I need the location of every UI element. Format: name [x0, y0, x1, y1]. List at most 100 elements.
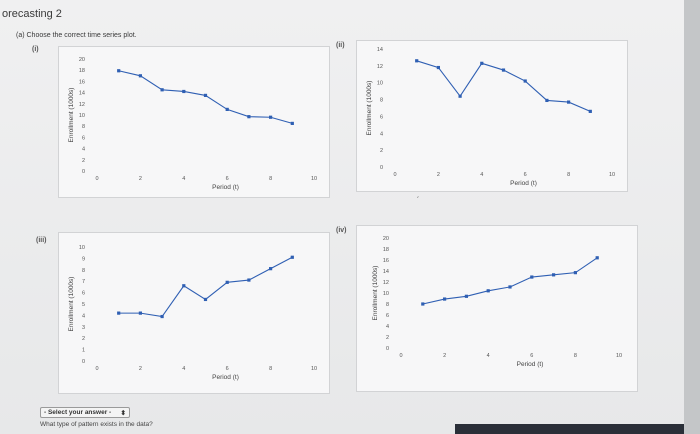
- y-tick-label: 2: [386, 335, 389, 341]
- data-point: [595, 256, 599, 260]
- x-tick-label: 2: [139, 176, 142, 182]
- x-axis-label: Period (t): [517, 361, 544, 368]
- x-tick-label: 6: [226, 176, 229, 182]
- y-tick-label: 10: [377, 81, 383, 87]
- x-tick-label: 0: [95, 176, 98, 182]
- data-point: [203, 93, 208, 97]
- data-point: [138, 311, 142, 315]
- cursor-mark: ˏ: [416, 188, 420, 199]
- data-point: [269, 267, 273, 271]
- y-tick-label: 8: [386, 302, 389, 308]
- data-point: [117, 69, 121, 73]
- data-point: [182, 284, 186, 288]
- option-label-iv: (iv): [336, 227, 347, 234]
- pattern-question: What type of pattern exists in the data?: [40, 421, 153, 428]
- x-tick-label: 8: [269, 366, 272, 372]
- x-tick-label: 10: [609, 172, 615, 178]
- option-label-i: (i): [32, 46, 39, 53]
- chart-ii: 0 2 4 6 8 10 12 14 0 2 4 6 8 10 Period (t) Enrollment (…: [366, 47, 615, 187]
- x-tick-label: 4: [480, 172, 483, 178]
- y-tick-label: 12: [377, 64, 383, 70]
- y-tick-label: 4: [380, 131, 383, 137]
- data-point: [160, 314, 164, 319]
- x-tick-label: 10: [616, 353, 622, 359]
- chart-iii: 0 1 2 3 4 5 6 7 8 9 10 0 2 4 6 8 10 Period (t) Enrollment …: [68, 245, 317, 381]
- y-tick-label: 8: [82, 124, 85, 130]
- x-tick-label: 2: [443, 353, 446, 359]
- y-tick-label: 5: [82, 302, 85, 308]
- data-point: [436, 65, 440, 70]
- y-tick-label: 14: [79, 91, 85, 97]
- y-tick-label: 12: [79, 102, 85, 108]
- y-tick-label: 3: [82, 325, 85, 331]
- series-line: [118, 256, 293, 318]
- y-tick-label: 16: [383, 258, 389, 264]
- data-point: [421, 302, 425, 306]
- data-point: [182, 89, 186, 94]
- y-tick-label: 10: [79, 113, 85, 119]
- x-tick-label: 6: [530, 353, 533, 359]
- y-axis-label: Enrollment (1000s): [68, 277, 75, 332]
- option-panel-ii[interactable]: 0 2 4 6 8 10 12 14 0 2 4 6 8 10 Period (t) Enrollment (…: [356, 40, 628, 192]
- y-tick-label: 14: [377, 47, 383, 53]
- data-point: [225, 280, 229, 284]
- data-point: [415, 59, 419, 63]
- data-point: [501, 68, 506, 72]
- y-axis-label: Enrollment (1000s): [372, 266, 379, 321]
- data-point: [530, 275, 534, 279]
- x-tick-label: 6: [226, 366, 229, 372]
- data-point: [573, 271, 577, 275]
- data-point: [247, 115, 251, 119]
- y-tick-label: 0: [82, 359, 85, 365]
- y-tick-label: 10: [383, 291, 389, 297]
- y-tick-label: 0: [386, 346, 389, 352]
- y-tick-label: 0: [380, 165, 383, 171]
- data-point: [443, 297, 447, 301]
- x-tick-label: 4: [182, 176, 185, 182]
- y-tick-label: 9: [82, 256, 85, 262]
- y-tick-label: 7: [82, 279, 85, 285]
- answer-select[interactable]: - Select your answer - ⬍: [40, 407, 130, 418]
- y-axis-label: Enrollment (1000s): [366, 81, 373, 136]
- scrollbar[interactable]: [684, 0, 700, 434]
- y-tick-label: 20: [79, 57, 85, 63]
- y-axis-label: Enrollment (1000s): [68, 88, 75, 143]
- x-tick-label: 4: [487, 353, 490, 359]
- x-axis-label: Period (t): [212, 374, 239, 381]
- y-tick-label: 10: [79, 245, 85, 251]
- x-tick-label: 2: [139, 366, 142, 372]
- y-tick-label: 2: [380, 148, 383, 154]
- y-tick-label: 8: [380, 98, 383, 104]
- data-point: [160, 88, 164, 92]
- y-tick-label: 14: [383, 269, 389, 275]
- y-tick-label: 6: [386, 313, 389, 319]
- y-tick-label: 6: [380, 114, 383, 120]
- y-tick-label: 20: [383, 236, 389, 242]
- x-axis-label: Period (t): [212, 184, 239, 191]
- y-tick-label: 12: [383, 280, 389, 286]
- y-tick-label: 18: [79, 68, 85, 74]
- series-line: [118, 70, 293, 124]
- data-point: [552, 273, 556, 277]
- y-tick-label: 18: [383, 247, 389, 253]
- data-point: [458, 94, 462, 98]
- y-tick-label: 6: [82, 291, 85, 297]
- question-text: (a) Choose the correct time series plot.: [16, 32, 137, 39]
- option-panel-iv[interactable]: 0 2 4 6 8 10 12 14 16 18 20 0 2 4 6 8 10 Period (t) Enroll…: [356, 225, 638, 392]
- page-title: orecasting 2: [2, 8, 62, 20]
- x-tick-label: 0: [393, 172, 396, 178]
- x-tick-label: 8: [574, 353, 577, 359]
- series-line: [416, 60, 591, 112]
- x-tick-label: 8: [567, 172, 570, 178]
- x-tick-label: 0: [95, 366, 98, 372]
- option-label-ii: (ii): [336, 42, 345, 49]
- y-tick-label: 6: [82, 135, 85, 141]
- x-axis-label: Period (t): [510, 180, 537, 187]
- y-tick-label: 2: [82, 336, 85, 342]
- option-panel-iii[interactable]: 0 1 2 3 4 5 6 7 8 9 10 0 2 4 6 8 10 Period (t) Enrollment …: [58, 232, 330, 394]
- option-panel-i[interactable]: 0 2 4 6 8 10 12 14 16 18 20 0 2 4 6 8 10 Period (t) Enroll…: [58, 46, 330, 198]
- y-tick-label: 0: [82, 169, 85, 175]
- taskbar-strip: [455, 424, 700, 434]
- data-point: [269, 115, 273, 119]
